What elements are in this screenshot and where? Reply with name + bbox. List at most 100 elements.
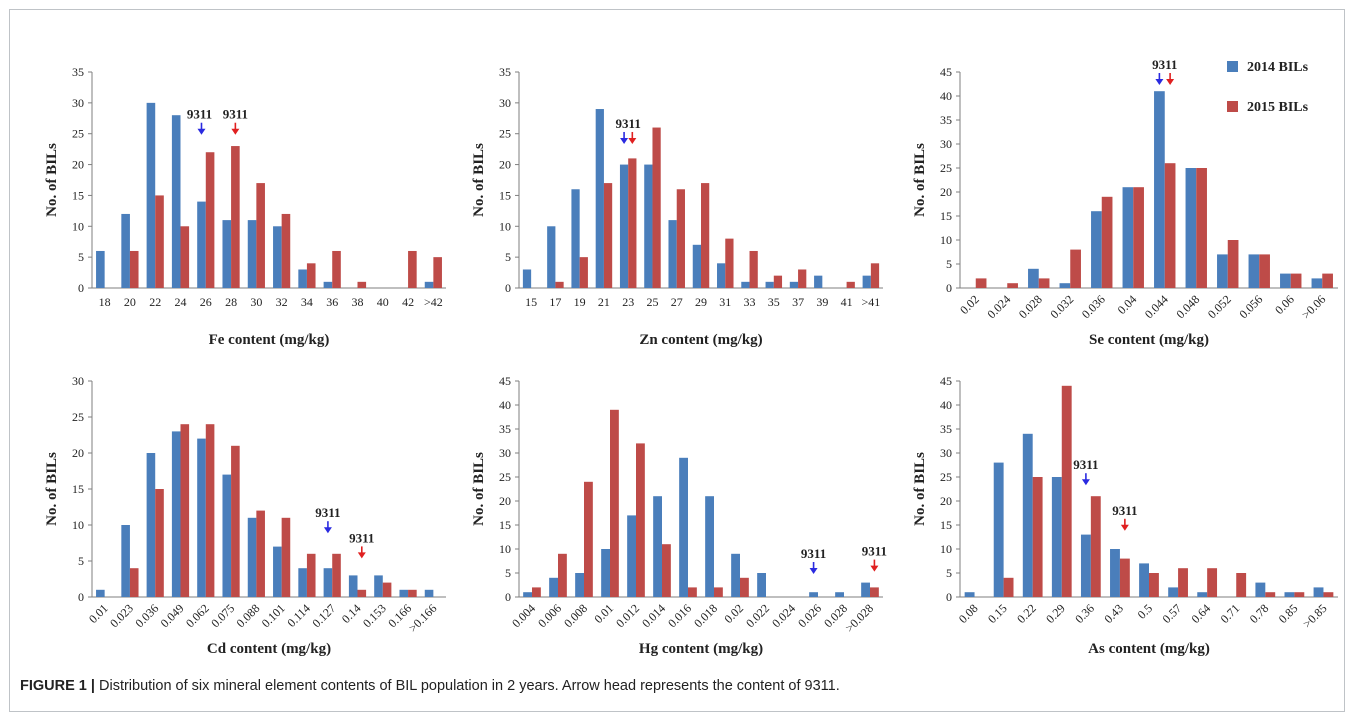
x-tick-label: 18: [99, 295, 111, 309]
bar-2014: [348, 575, 358, 597]
bar-2015: [281, 517, 291, 597]
y-tick-label: 30: [499, 446, 511, 460]
x-tick-label: 0.088: [233, 601, 262, 630]
bar-2014: [323, 568, 333, 597]
bar-2014: [547, 226, 556, 288]
x-tick-label: 0.052: [1205, 292, 1234, 321]
y-tick-label: 35: [72, 65, 84, 79]
x-tick-label: 0.049: [158, 601, 187, 630]
x-tick-label: 0.004: [509, 601, 538, 630]
annotation-arrow-head: [1166, 79, 1175, 85]
bar-2014: [627, 515, 636, 597]
bar-2015: [408, 589, 417, 597]
bar-2015: [129, 568, 139, 597]
x-tick-label: 0.02: [957, 292, 982, 317]
x-tick-label: 26: [200, 295, 212, 309]
y-tick-label: 25: [72, 410, 84, 424]
bar-2015: [357, 281, 367, 288]
bar-2014: [809, 592, 818, 597]
x-tick-label: 41: [841, 295, 853, 309]
legend-label: 2015 BILs: [1247, 100, 1309, 115]
x-tick-label: 0.062: [183, 601, 212, 630]
y-tick-label: 25: [499, 127, 511, 141]
x-tick-label: 0.01: [86, 601, 111, 626]
bar-2015: [180, 424, 190, 597]
bar-2014: [96, 589, 105, 597]
bar-2015: [1149, 573, 1159, 597]
bar-2014: [1185, 168, 1197, 288]
y-tick-label: 30: [72, 374, 84, 388]
y-tick-label: 40: [499, 398, 511, 412]
x-tick-label: 15: [525, 295, 537, 309]
x-tick-label: 22: [149, 295, 161, 309]
y-axis-title: No. of BILs: [44, 452, 60, 526]
x-tick-label: 0.57: [1159, 601, 1184, 626]
bar-2015: [532, 587, 541, 597]
bar-2014: [1217, 254, 1228, 288]
bar-2014: [523, 592, 532, 597]
y-tick-label: 5: [946, 257, 952, 271]
x-tick-label: 21: [598, 295, 610, 309]
bar-2015: [1178, 568, 1188, 597]
x-tick-label: 0.036: [132, 601, 161, 630]
x-tick-label: 0.15: [985, 601, 1010, 626]
bar-2015: [129, 250, 139, 288]
y-axis-title: No. of BILs: [44, 143, 60, 217]
bar-2014: [399, 589, 409, 597]
bar-2014: [1028, 268, 1039, 288]
x-tick-label: 38: [352, 295, 364, 309]
bar-2014: [765, 281, 774, 288]
x-tick-label: 0.02: [721, 601, 746, 626]
bar-2014: [1080, 534, 1091, 597]
bar-2015: [256, 183, 265, 288]
y-tick-label: 20: [72, 446, 84, 460]
x-tick-label: >0.85: [1300, 601, 1330, 631]
bar-2014: [424, 589, 434, 597]
x-tick-label: 0.114: [284, 601, 313, 630]
bar-2014: [653, 496, 662, 597]
x-tick-label: 0.64: [1189, 601, 1214, 626]
legend-swatch: [1227, 101, 1238, 112]
bar-2014: [1091, 211, 1102, 288]
x-tick-label: 28: [225, 295, 237, 309]
bar-2014: [679, 457, 688, 597]
bar-2014: [96, 250, 105, 288]
bar-2014: [121, 525, 130, 597]
x-tick-label: 0.71: [1218, 601, 1243, 626]
bar-2015: [205, 424, 215, 597]
x-tick-label: 0.023: [107, 601, 136, 630]
bar-2014: [1255, 582, 1266, 597]
bar-2015: [558, 553, 567, 597]
bar-2014: [814, 275, 823, 288]
y-tick-label: 45: [940, 374, 952, 388]
x-tick-label: 0.008: [561, 601, 590, 630]
y-tick-label: 0: [78, 590, 84, 604]
bar-2015: [725, 238, 734, 288]
x-tick-label: 0.022: [743, 601, 772, 630]
bar-2014: [619, 164, 629, 288]
y-tick-label: 20: [72, 158, 84, 172]
x-tick-label: 0.127: [309, 601, 338, 630]
bar-2015: [433, 257, 442, 288]
bar-2014: [1280, 273, 1291, 288]
x-tick-label: 25: [646, 295, 658, 309]
x-tick-label: 0.024: [984, 292, 1013, 321]
x-axis-title: Se content (mg/kg): [1089, 332, 1209, 348]
y-tick-label: 25: [499, 470, 511, 484]
x-tick-label: >42: [424, 295, 443, 309]
x-tick-label: 0.78: [1247, 601, 1272, 626]
x-tick-label: 23: [622, 295, 634, 309]
bar-2014: [222, 220, 232, 288]
x-axis-title: Cd content (mg/kg): [207, 641, 331, 657]
bar-2015: [676, 189, 685, 288]
bar-2015: [1196, 168, 1207, 288]
y-tick-label: 35: [940, 113, 952, 127]
annotation-arrow-head: [357, 552, 366, 559]
x-tick-label: 31: [719, 295, 731, 309]
y-tick-label: 25: [940, 470, 952, 484]
bar-2015: [584, 481, 593, 597]
bar-2015: [1007, 283, 1018, 288]
x-tick-label: 0.006: [535, 601, 564, 630]
bar-2014: [1248, 254, 1260, 288]
legend-label: 2014 BILs: [1247, 60, 1309, 75]
